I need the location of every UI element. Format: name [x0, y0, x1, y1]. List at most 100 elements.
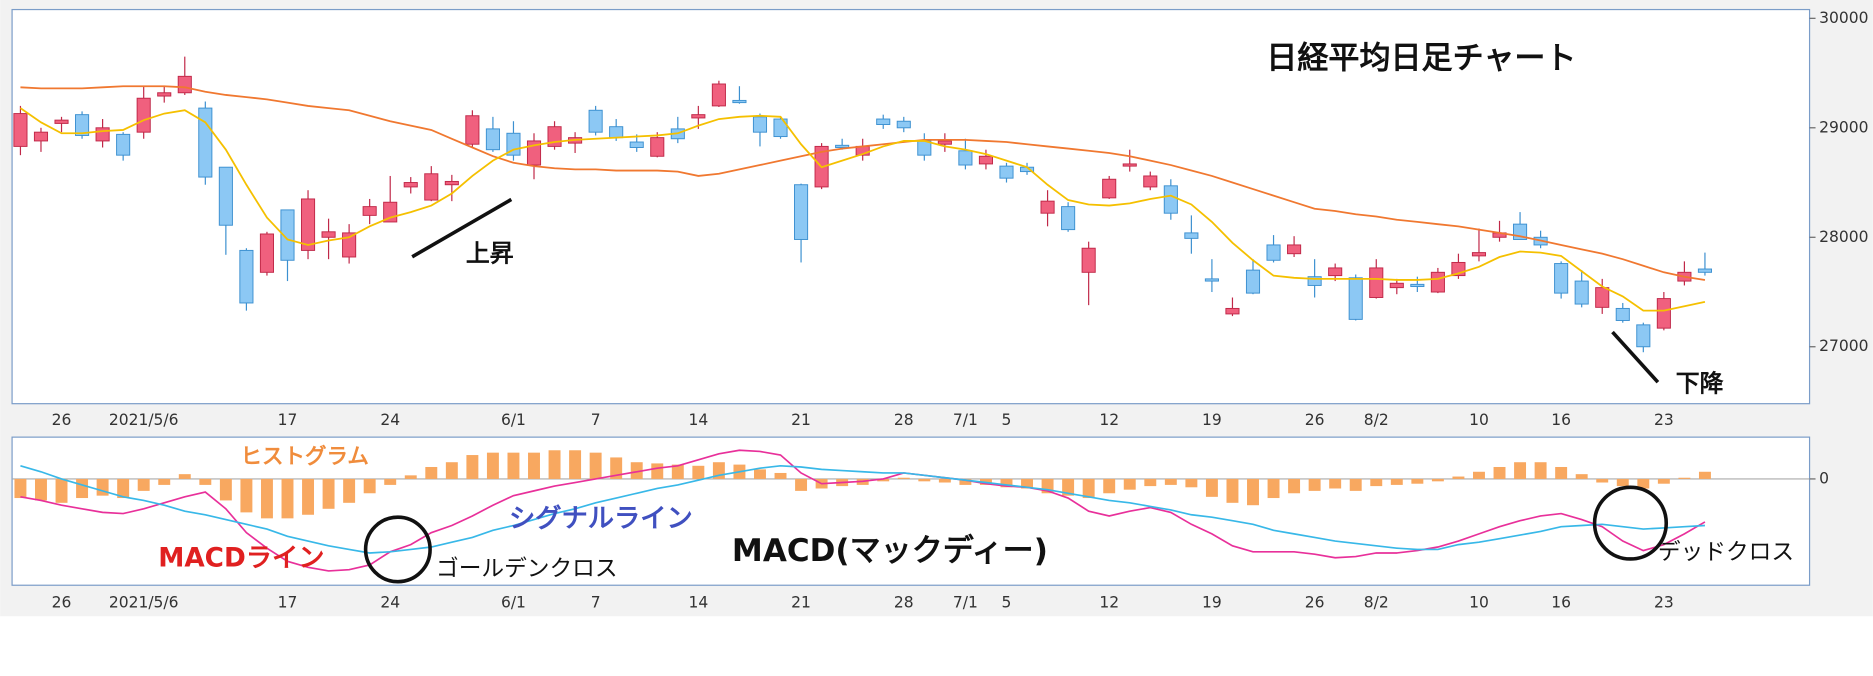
- histogram-bar: [302, 478, 315, 515]
- x-tick-label: 7/1: [953, 411, 978, 429]
- histogram-bar: [651, 463, 664, 479]
- x-tick-label: 7: [591, 594, 601, 612]
- x-tick-label: 28: [894, 594, 914, 612]
- histogram-bar: [1555, 466, 1568, 479]
- histogram-bar: [96, 478, 109, 496]
- histogram-bar: [1370, 478, 1383, 487]
- candle-body: [157, 92, 172, 97]
- x-tick-label: 26: [1305, 411, 1325, 429]
- histogram-bar: [712, 462, 725, 479]
- x-tick-label: 5: [1002, 411, 1012, 429]
- candle-body: [403, 182, 418, 188]
- candle-body: [1697, 268, 1712, 273]
- histogram-bar: [528, 452, 540, 479]
- x-tick-label: 19: [1202, 411, 1222, 429]
- candle-body: [177, 75, 192, 94]
- candle-body: [1287, 244, 1302, 255]
- x-tick-label: 6/1: [501, 411, 526, 429]
- y-tick-label: 29000: [1819, 118, 1868, 136]
- histogram-bar: [1514, 462, 1527, 479]
- histogram-bar: [322, 478, 335, 509]
- x-tick-label: 10: [1469, 411, 1489, 429]
- candle-body: [958, 150, 973, 166]
- candle-body: [116, 133, 131, 156]
- histogram-bar: [1164, 478, 1177, 485]
- y-tick-label: 27000: [1819, 337, 1868, 355]
- histogram-bar: [1062, 478, 1075, 496]
- candle-body: [1061, 206, 1076, 231]
- histogram-bar: [630, 462, 643, 479]
- candle-body: [691, 114, 706, 119]
- candle-body: [1471, 252, 1487, 257]
- candle-body: [1389, 282, 1404, 289]
- moving-average: [20, 85, 1706, 281]
- histogram-bar: [1082, 478, 1095, 499]
- candle-body: [362, 206, 377, 216]
- candle-body: [588, 109, 603, 133]
- chart-title: 日経平均日足チャート: [1266, 41, 1576, 77]
- moving-average: [19, 107, 1706, 312]
- candle-body: [999, 165, 1014, 179]
- candle-body: [1636, 324, 1651, 348]
- histogram-bar: [1021, 478, 1034, 489]
- histogram-bar: [445, 462, 458, 479]
- candle-body: [485, 128, 500, 151]
- x-tick-label: 2021/5/6: [109, 411, 179, 429]
- candle-body: [280, 209, 295, 261]
- macd-line: [20, 464, 1705, 554]
- histogram-bar: [1493, 466, 1506, 479]
- histogram-bar: [1144, 478, 1157, 487]
- histogram-bar: [76, 478, 89, 499]
- histogram-bar: [1473, 471, 1485, 479]
- candle-body: [1040, 200, 1055, 214]
- y-tick-label: 30000: [1819, 9, 1868, 27]
- histogram-bar: [507, 452, 520, 479]
- x-tick-label: 2021/5/6: [109, 594, 179, 612]
- histogram-bar: [1596, 478, 1609, 483]
- histogram-bar: [363, 478, 376, 494]
- candle-body: [424, 173, 439, 201]
- candle-body: [629, 141, 644, 148]
- histogram-bar: [918, 478, 931, 482]
- histogram-bar: [1329, 478, 1342, 489]
- x-tick-label: 14: [688, 411, 708, 429]
- histogram-bar: [1205, 478, 1218, 497]
- histogram-bar: [219, 478, 232, 501]
- candle-body: [1595, 287, 1610, 308]
- candle-body: [1656, 298, 1671, 329]
- histogram-bar: [897, 477, 910, 479]
- x-tick-label: 14: [688, 594, 708, 612]
- candle-body: [876, 118, 891, 125]
- x-tick-label: 21: [791, 411, 811, 429]
- x-tick-label: 17: [278, 594, 298, 612]
- x-tick-label: 16: [1551, 411, 1571, 429]
- candle-body: [1574, 280, 1589, 305]
- x-tick-label: 19: [1202, 594, 1222, 612]
- x-tick-label: 23: [1654, 594, 1674, 612]
- x-tick-label: 5: [1002, 594, 1012, 612]
- histogram-bar: [1698, 471, 1711, 479]
- candle-body: [1266, 244, 1281, 261]
- candle-body: [1348, 277, 1363, 320]
- highlight-circle: [1592, 485, 1669, 561]
- candle-body: [465, 115, 480, 145]
- candle-body: [54, 119, 69, 124]
- candle-body: [342, 232, 357, 258]
- histogram-bar: [466, 455, 479, 479]
- candle-body: [752, 116, 768, 133]
- candle-body: [1430, 271, 1445, 293]
- x-tick-label: 28: [894, 411, 914, 429]
- annotation: デッドクロス: [1658, 539, 1794, 565]
- candle-body: [1225, 307, 1240, 315]
- candle-body: [321, 231, 336, 238]
- histogram-bar: [938, 478, 951, 483]
- candle-body: [1102, 178, 1117, 199]
- histogram-bar: [610, 457, 623, 479]
- histogram-bar: [671, 464, 684, 479]
- candle-body: [1328, 267, 1343, 277]
- candle-body: [1122, 163, 1137, 167]
- candle-body: [1554, 263, 1569, 294]
- x-tick-label: 8/2: [1364, 594, 1389, 612]
- histogram-bar: [199, 478, 212, 485]
- histogram-bar: [548, 450, 561, 479]
